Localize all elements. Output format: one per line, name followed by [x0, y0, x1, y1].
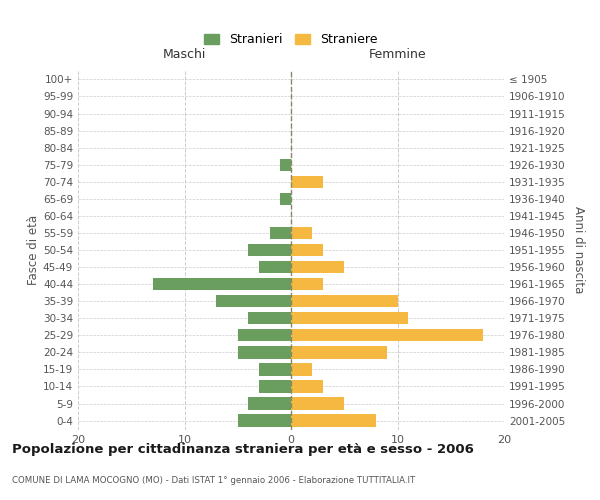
Bar [238, 346, 291, 358]
Bar [217, 295, 291, 308]
Bar [238, 414, 291, 427]
Bar [291, 295, 398, 308]
Bar [291, 312, 408, 324]
Bar [238, 329, 291, 342]
Bar [152, 278, 291, 290]
Text: Maschi: Maschi [163, 48, 206, 61]
Bar [291, 261, 344, 273]
Bar [291, 346, 387, 358]
Bar [280, 158, 291, 171]
Bar [259, 261, 291, 273]
Bar [291, 176, 323, 188]
Bar [259, 380, 291, 392]
Bar [280, 192, 291, 205]
Bar [270, 227, 291, 239]
Bar [291, 244, 323, 256]
Bar [248, 244, 291, 256]
Y-axis label: Fasce di età: Fasce di età [27, 215, 40, 285]
Bar [291, 364, 313, 376]
Bar [291, 380, 323, 392]
Bar [291, 227, 313, 239]
Y-axis label: Anni di nascita: Anni di nascita [572, 206, 585, 294]
Bar [291, 278, 323, 290]
Bar [259, 364, 291, 376]
Legend: Stranieri, Straniere: Stranieri, Straniere [204, 33, 378, 46]
Text: Femmine: Femmine [368, 48, 427, 61]
Bar [248, 312, 291, 324]
Text: Popolazione per cittadinanza straniera per età e sesso - 2006: Popolazione per cittadinanza straniera p… [12, 442, 474, 456]
Bar [291, 414, 376, 427]
Bar [291, 329, 483, 342]
Bar [291, 398, 344, 409]
Text: COMUNE DI LAMA MOCOGNO (MO) - Dati ISTAT 1° gennaio 2006 - Elaborazione TUTTITAL: COMUNE DI LAMA MOCOGNO (MO) - Dati ISTAT… [12, 476, 415, 485]
Bar [248, 398, 291, 409]
